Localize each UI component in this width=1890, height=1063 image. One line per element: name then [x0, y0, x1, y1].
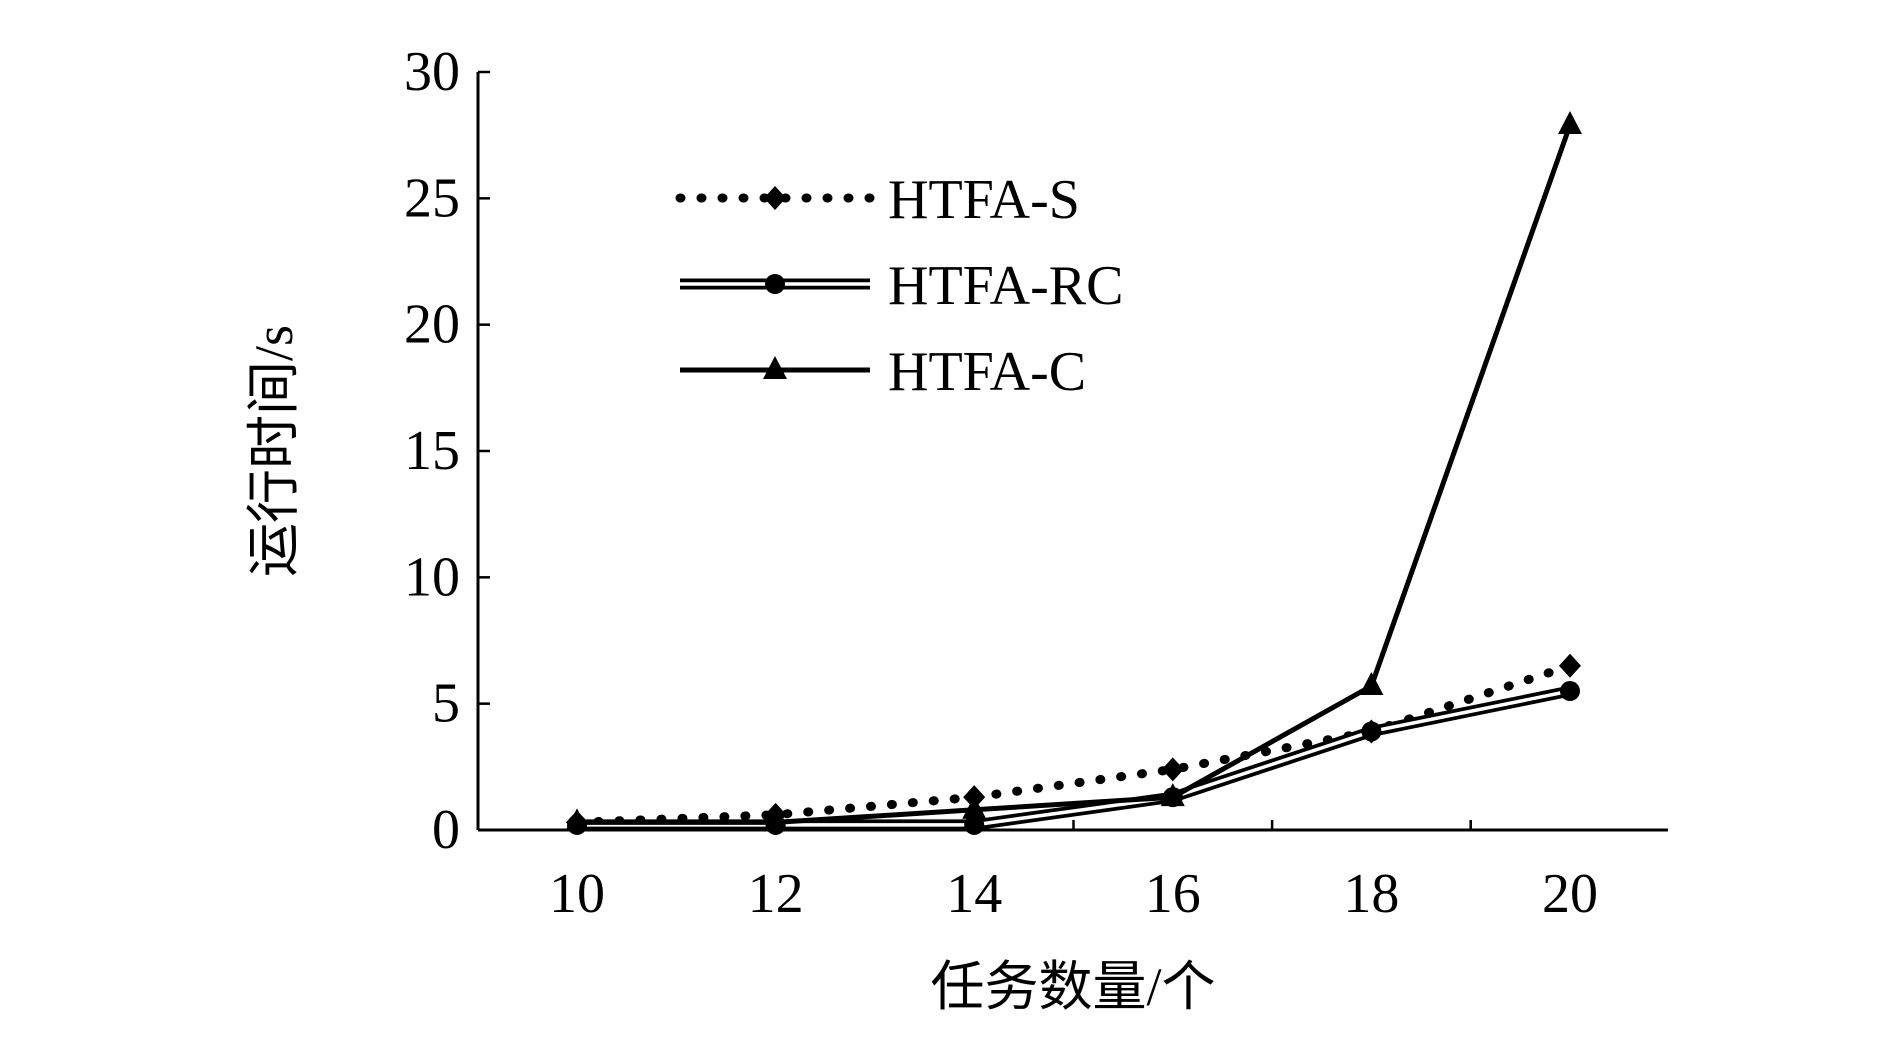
x-tick-label: 14 [946, 863, 1002, 925]
y-tick-label: 10 [404, 546, 460, 608]
series-htfa-c [565, 111, 1582, 832]
legend-label-htfa-rc: HTFA-RC [888, 255, 1123, 317]
y-tick-label: 15 [404, 420, 460, 482]
data-point-htfa-s [1161, 757, 1184, 782]
legend-item-htfa-s: HTFA-S [675, 169, 1080, 231]
data-point-htfa-rc [1361, 721, 1382, 742]
legend-marker-htfa-c [763, 356, 787, 379]
legend: HTFA-S HTFA-RC HTFA-C [675, 169, 1123, 403]
legend-label-htfa-s: HTFA-S [888, 169, 1080, 231]
y-tick-label: 30 [404, 41, 460, 103]
data-point-htfa-rc [1560, 681, 1580, 702]
series-line-htfa-c [577, 124, 1573, 825]
legend-item-htfa-rc: HTFA-RC [680, 255, 1123, 317]
data-point-htfa-c [1160, 783, 1185, 807]
x-tick-label: 12 [748, 863, 804, 925]
series-htfa-rc [567, 681, 1580, 835]
data-point-htfa-c [565, 808, 589, 832]
y-axis-label: 运行时间/s [244, 325, 304, 577]
legend-item-htfa-c: HTFA-C [680, 341, 1086, 403]
data-point-htfa-c [962, 795, 987, 819]
legend-label-htfa-c: HTFA-C [888, 341, 1086, 403]
y-tick-label: 20 [404, 294, 460, 356]
data-point-htfa-c [1359, 671, 1384, 695]
y-tick-label: 0 [432, 799, 460, 861]
data-point-htfa-c [763, 808, 788, 832]
x-tick-label: 18 [1343, 863, 1399, 925]
x-axis-label: 任务数量/个 [930, 957, 1215, 1017]
data-point-htfa-c [1558, 111, 1582, 135]
data-point-htfa-s [1559, 653, 1581, 678]
y-tick-label: 25 [404, 167, 460, 229]
x-tick-label: 20 [1542, 863, 1598, 925]
x-ticks: 10 12 14 16 18 20 [549, 820, 1598, 925]
y-tick-label: 5 [432, 673, 460, 735]
series-line-htfa-s [572, 661, 1575, 827]
y-ticks: 0 5 10 15 20 25 30 [404, 41, 490, 861]
series-layer [565, 111, 1582, 835]
legend-marker-htfa-rc [765, 274, 785, 294]
x-tick-label: 10 [549, 863, 605, 925]
legend-marker-htfa-s [764, 186, 786, 210]
x-tick-label: 16 [1145, 863, 1201, 925]
data-point-htfa-rc [964, 814, 985, 835]
